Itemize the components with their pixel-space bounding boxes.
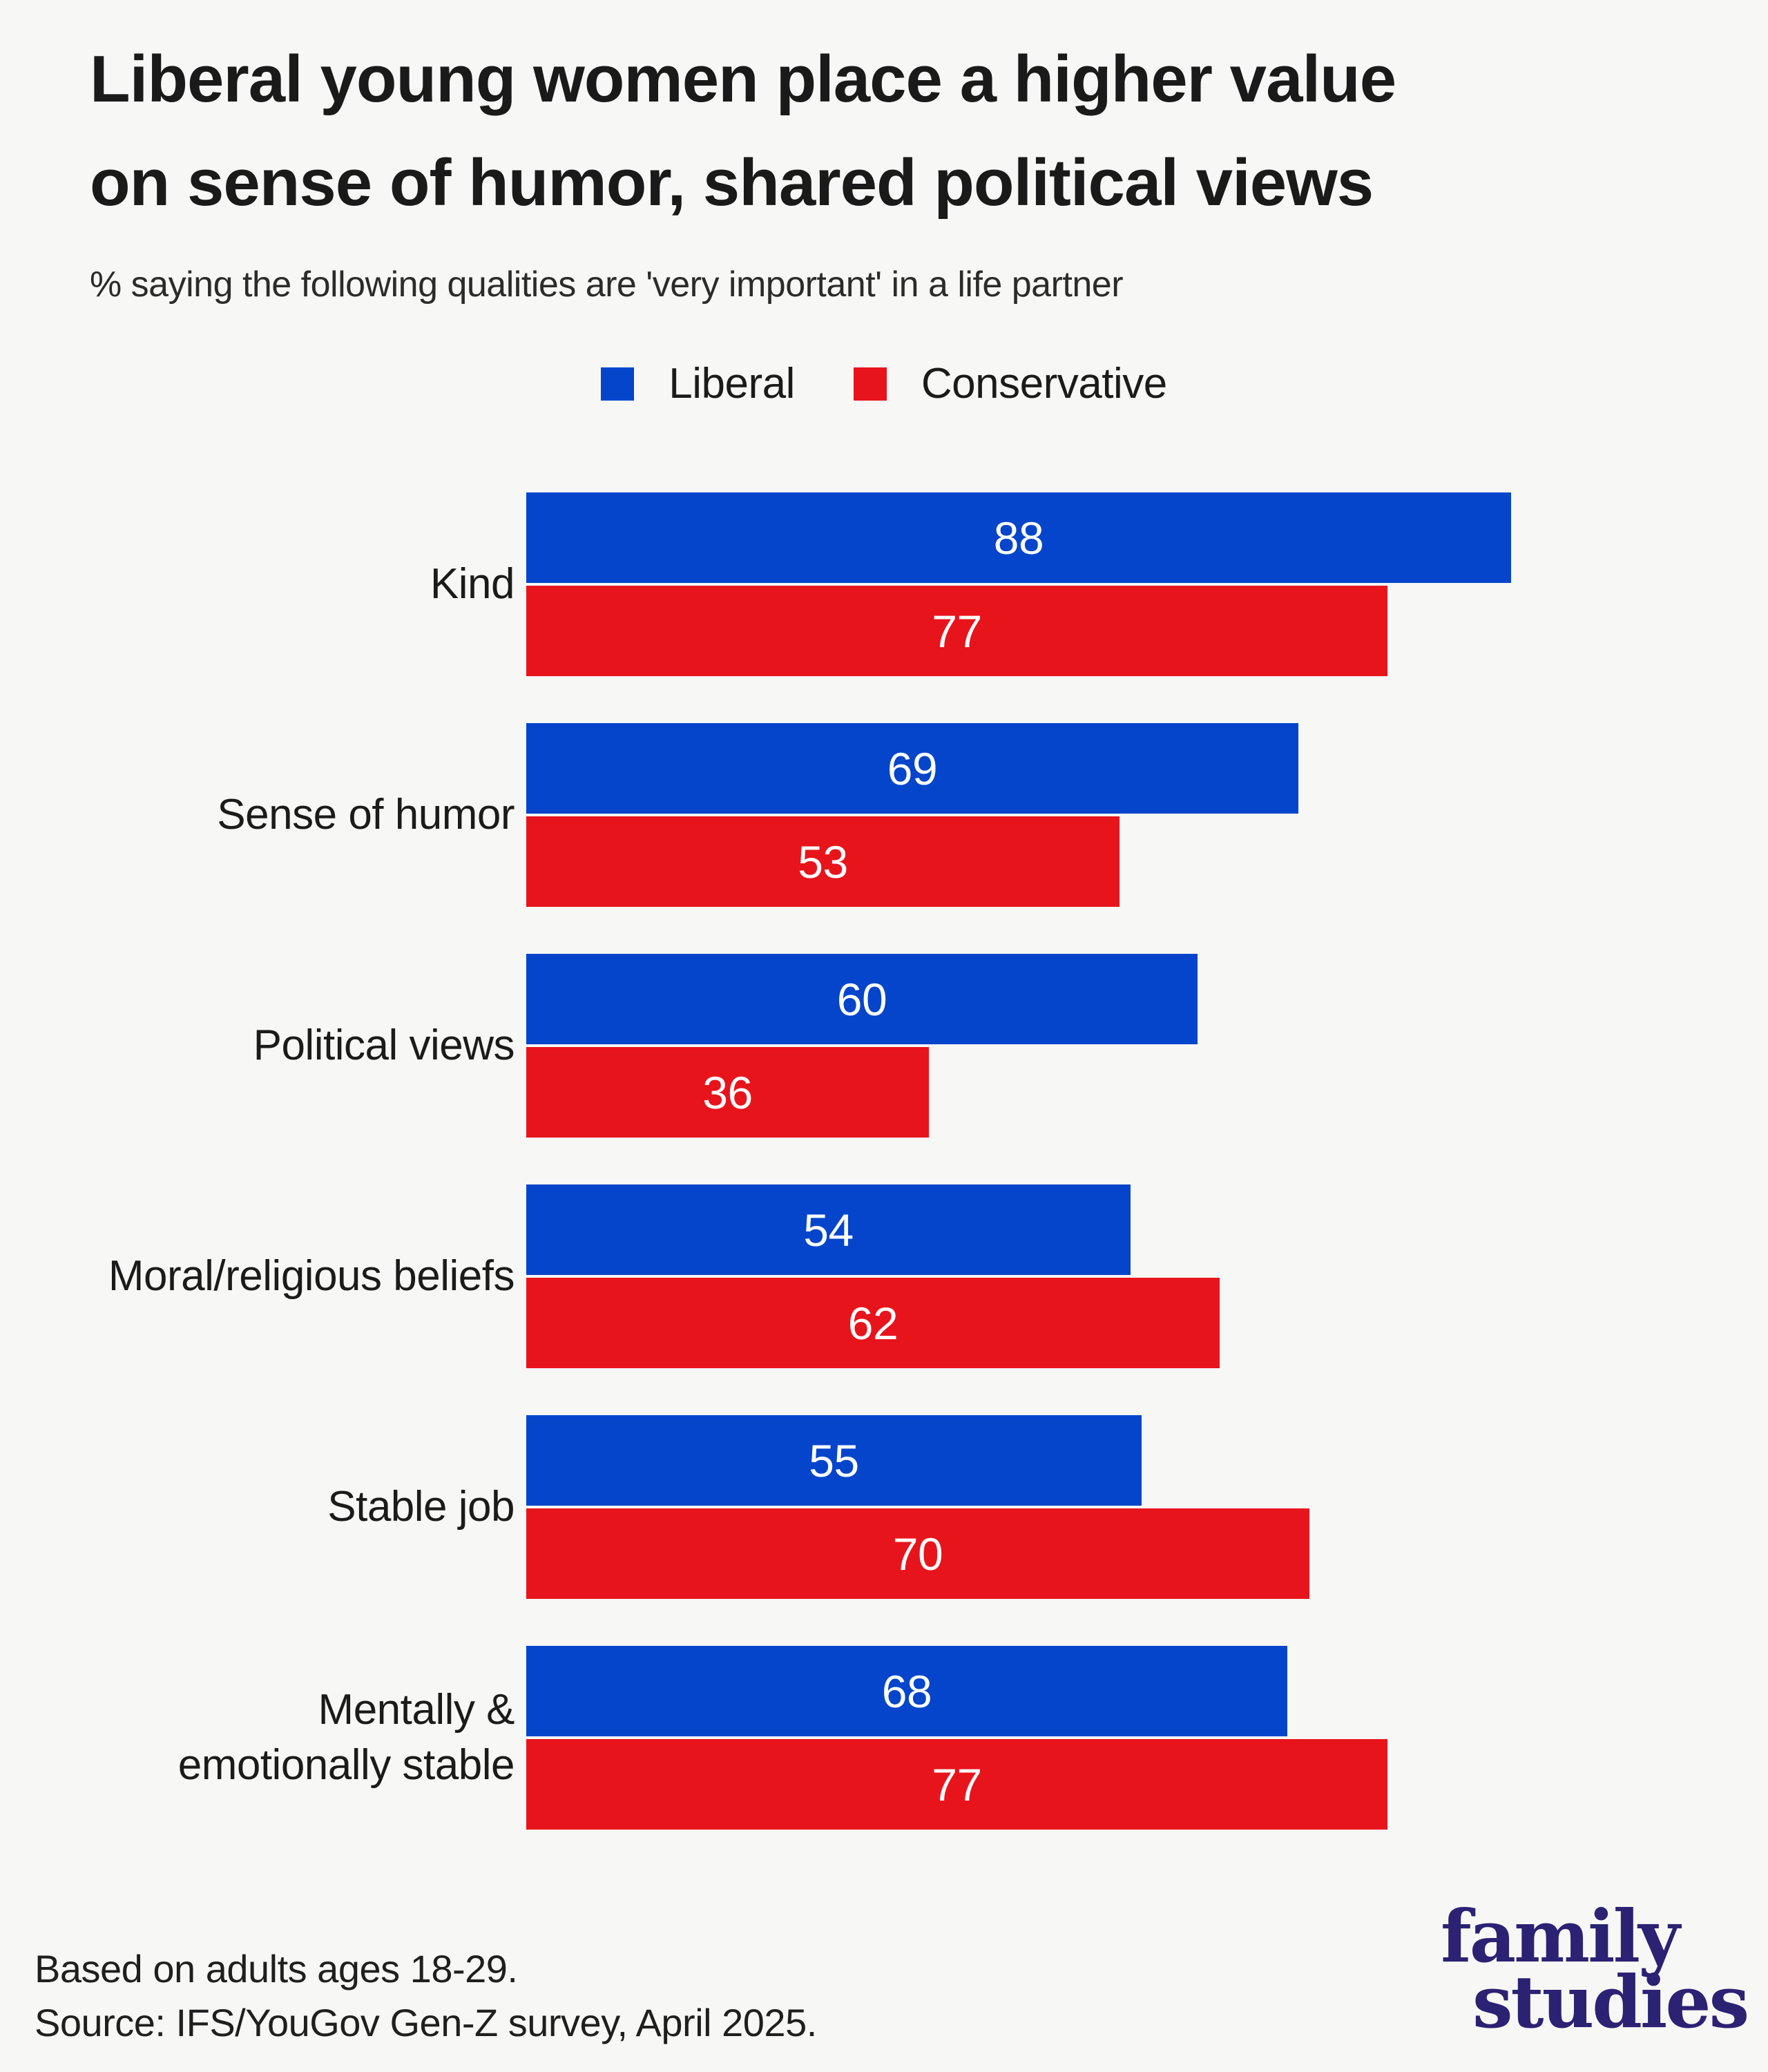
bar-value-label: 77 xyxy=(932,605,982,657)
bar-liberal: 54 xyxy=(526,1184,1131,1275)
footnote-source: Source: IFS/YouGov Gen-Z survey, April 2… xyxy=(35,2001,817,2044)
chart-row-moral-religious-beliefs: Moral/religious beliefs 54 62 xyxy=(0,1184,1768,1368)
bar-liberal: 55 xyxy=(526,1415,1142,1506)
category-label: Mentally & emotionally stable xyxy=(177,1686,515,1789)
bar-value-label: 69 xyxy=(887,742,938,794)
bar-value-label: 62 xyxy=(847,1297,899,1349)
category-label: Political views xyxy=(253,1021,515,1069)
bar-conservative: 77 xyxy=(526,586,1387,676)
bar-value-label: 54 xyxy=(803,1204,854,1256)
bar-conservative: 62 xyxy=(526,1278,1220,1368)
logo-word-studies: studies xyxy=(1472,1959,1749,2044)
footnote-basis: Based on adults ages 18-29. xyxy=(35,1947,518,1991)
bar-value-label: 36 xyxy=(702,1066,753,1118)
bar-chart: Kind 88 77 Sense of humor 69 53 xyxy=(0,492,1768,1830)
category-label: Stable job xyxy=(327,1483,515,1531)
bar-liberal: 88 xyxy=(526,492,1511,583)
bar-value-label: 55 xyxy=(809,1435,859,1486)
bar-conservative: 70 xyxy=(526,1508,1309,1599)
chart-title: Liberal young women place a higher value… xyxy=(90,28,1678,235)
chart-row-stable-job: Stable job 55 70 xyxy=(0,1415,1768,1599)
category-label: Kind xyxy=(430,560,515,608)
chart-subtitle: % saying the following qualities are 've… xyxy=(90,265,1124,305)
bar-conservative: 53 xyxy=(526,816,1120,907)
footnote: Based on adults ages 18-29. Source: IFS/… xyxy=(35,1942,817,2050)
bar-value-label: 88 xyxy=(993,512,1044,564)
bar-value-label: 77 xyxy=(932,1758,982,1810)
chart-row-sense-of-humor: Sense of humor 69 53 xyxy=(0,723,1768,907)
bar-value-label: 68 xyxy=(881,1665,932,1717)
legend-item-conservative: Conservative xyxy=(853,359,1167,408)
legend: Liberal Conservative xyxy=(0,359,1768,408)
bar-liberal: 68 xyxy=(526,1646,1287,1736)
bar-conservative: 36 xyxy=(526,1047,929,1138)
conservative-swatch-icon xyxy=(853,367,887,401)
chart-row-political-views: Political views 60 36 xyxy=(0,954,1768,1138)
chart-row-kind: Kind 88 77 xyxy=(0,492,1768,676)
legend-label-liberal: Liberal xyxy=(669,360,795,407)
liberal-swatch-icon xyxy=(601,367,635,401)
legend-item-liberal: Liberal xyxy=(601,359,795,408)
bar-liberal: 69 xyxy=(526,723,1298,814)
category-label: Moral/religious beliefs xyxy=(108,1252,515,1300)
bar-value-label: 60 xyxy=(836,973,887,1025)
bar-liberal: 60 xyxy=(526,954,1198,1044)
bar-conservative: 77 xyxy=(526,1739,1387,1830)
logo-word-family: family xyxy=(1441,1894,1680,1979)
chart-row-mentally-emotionally-stable: Mentally & emotionally stable 68 77 xyxy=(0,1646,1768,1830)
category-label: Sense of humor xyxy=(217,791,515,838)
chart-title-line2: on sense of humor, shared political view… xyxy=(90,146,1374,220)
bar-value-label: 70 xyxy=(892,1528,943,1580)
bar-value-label: 53 xyxy=(798,836,848,888)
chart-title-line1: Liberal young women place a higher value xyxy=(90,42,1396,116)
legend-label-conservative: Conservative xyxy=(921,360,1167,407)
